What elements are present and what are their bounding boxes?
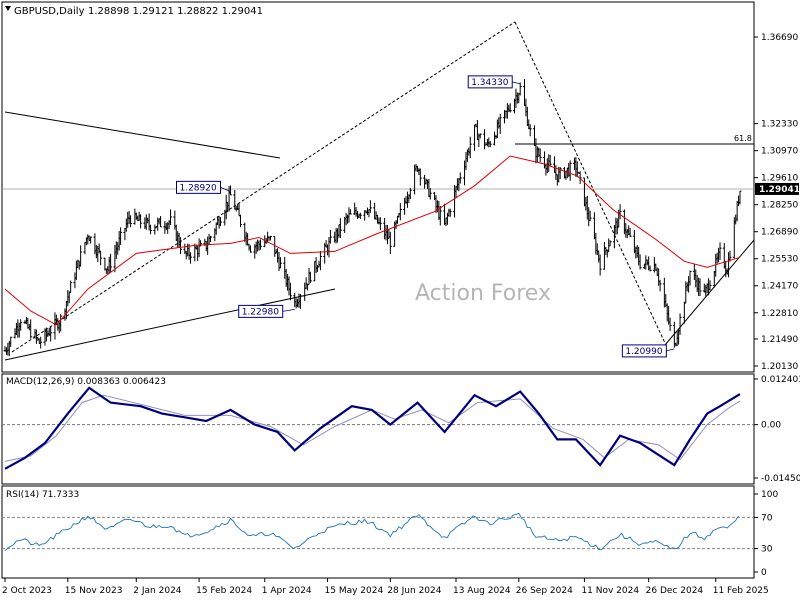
price-tick-label: 1.25530 (761, 255, 798, 265)
price-label-pointer (282, 308, 295, 312)
fib-dotted-line (11, 21, 516, 353)
rsi-tick-label: 70 (761, 513, 773, 523)
price-label: 1.28920 (179, 183, 216, 193)
rsi-title: RSI(14) 71.7333 (6, 490, 79, 500)
rsi-panel (1, 485, 755, 579)
x-tick-label: 15 Feb 2024 (196, 586, 252, 596)
ohlc-values: 1.28898 1.29121 1.28822 1.29041 (88, 6, 263, 17)
symbol-title: GBPUSD,Daily (14, 6, 85, 17)
x-tick-label: 26 Sep 2024 (516, 586, 573, 596)
macd-main-line (4, 386, 741, 470)
price-label: 1.20990 (625, 347, 662, 357)
x-tick-label: 15 May 2024 (325, 586, 384, 596)
price-bars (3, 79, 742, 357)
rsi-tick-label: 0 (761, 568, 767, 578)
price-tick-label: 1.20130 (761, 362, 798, 372)
price-label-pointer (220, 186, 231, 192)
macd-tick-label: 0.00 (761, 421, 781, 431)
lower-trendline (4, 288, 336, 361)
moving-average-line (4, 155, 741, 326)
price-tick-label: 1.32330 (761, 120, 798, 130)
price-tick-label: 1.21490 (761, 335, 798, 345)
price-tick-label: 1.30970 (761, 147, 798, 157)
macd-tick-label: 0.012403 (761, 375, 800, 385)
price-panel (1, 1, 755, 373)
macd-signal-line (4, 394, 741, 462)
price-tick-label: 1.26890 (761, 228, 798, 238)
last-price-tag (755, 182, 799, 195)
price-label: 1.34330 (471, 78, 508, 88)
watermark: Action Forex (415, 281, 551, 306)
x-tick-label: 2 Jan 2024 (133, 586, 181, 596)
x-tick-label: 13 Aug 2024 (453, 586, 511, 596)
rsi-line (4, 512, 739, 552)
x-tick-label: 11 Feb 2025 (713, 586, 769, 596)
price-tick-label: 1.22810 (761, 309, 798, 319)
price-label: 1.22980 (242, 307, 279, 317)
rsi-tick-label: 30 (761, 545, 773, 555)
price-tick-label: 1.24170 (761, 282, 798, 292)
x-tick-label: 1 Apr 2024 (262, 586, 312, 596)
last-price-label: 1.29041 (759, 185, 800, 195)
fib-level-label: 61.8 (734, 134, 752, 143)
x-tick-label: 11 Nov 2024 (581, 586, 639, 596)
dropdown-icon[interactable] (5, 6, 11, 11)
price-tick-label: 1.28250 (761, 201, 798, 211)
upper-trendline (4, 111, 281, 159)
macd-title: MACD(12,26,9) 0.008363 0.006423 (6, 377, 166, 387)
fib-dotted-line-2 (514, 21, 666, 344)
macd-tick-label: -0.014502 (761, 474, 800, 484)
x-tick-label: 28 Jun 2024 (387, 586, 441, 596)
price-tick-label: 1.29610 (761, 174, 798, 184)
x-tick-label: 2 Oct 2023 (2, 586, 52, 596)
x-tick-label: 26 Dec 2024 (646, 586, 704, 596)
price-label-pointer (666, 348, 675, 352)
price-label-pointer (512, 81, 521, 85)
price-tick-label: 1.36690 (761, 33, 798, 43)
rsi-tick-label: 100 (761, 490, 778, 500)
x-tick-label: 15 Nov 2023 (65, 586, 123, 596)
macd-panel (1, 373, 755, 485)
